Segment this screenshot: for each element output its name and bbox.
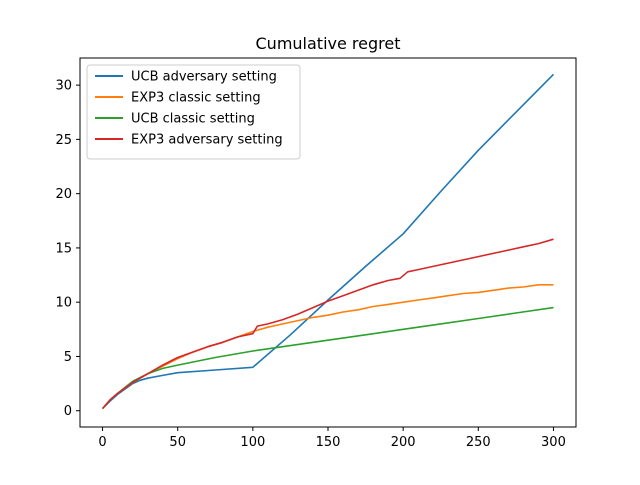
y-tick-label-2: 10 (55, 296, 72, 311)
legend-box (86, 64, 301, 160)
legend-label-3: EXP3 adversary setting (131, 133, 283, 148)
axes: 0 50 100 150 200 250 300 0 5 10 15 20 25 30 (55, 79, 565, 450)
series-line-0 (101, 73, 555, 410)
chart-title: Cumulative regret (256, 34, 401, 53)
y-tick-label-4: 20 (55, 187, 72, 202)
series-line-1 (101, 284, 554, 410)
plot-area (101, 73, 555, 410)
y-tick-label-3: 15 (55, 241, 72, 256)
legend: UCB adversary setting EXP3 classic settin… (86, 64, 301, 160)
x-tick-label-0: 0 (98, 435, 106, 450)
series-line-3 (101, 238, 554, 410)
y-tick-label-5: 25 (55, 133, 72, 148)
x-tick-label-6: 300 (541, 435, 566, 450)
x-tick-label-5: 250 (466, 435, 491, 450)
legend-label-0: UCB adversary setting (131, 70, 277, 85)
y-tick-label-0: 0 (64, 404, 72, 419)
x-tick-label-3: 150 (316, 435, 341, 450)
legend-label-1: EXP3 classic setting (131, 91, 261, 106)
y-tick-label-1: 5 (64, 350, 72, 365)
x-tick-label-1: 50 (169, 435, 186, 450)
x-tick-label-4: 200 (391, 435, 416, 450)
x-tick-label-2: 100 (240, 435, 265, 450)
legend-label-2: UCB classic setting (131, 112, 255, 127)
y-tick-label-6: 30 (55, 79, 72, 94)
series-line-2 (101, 306, 554, 410)
